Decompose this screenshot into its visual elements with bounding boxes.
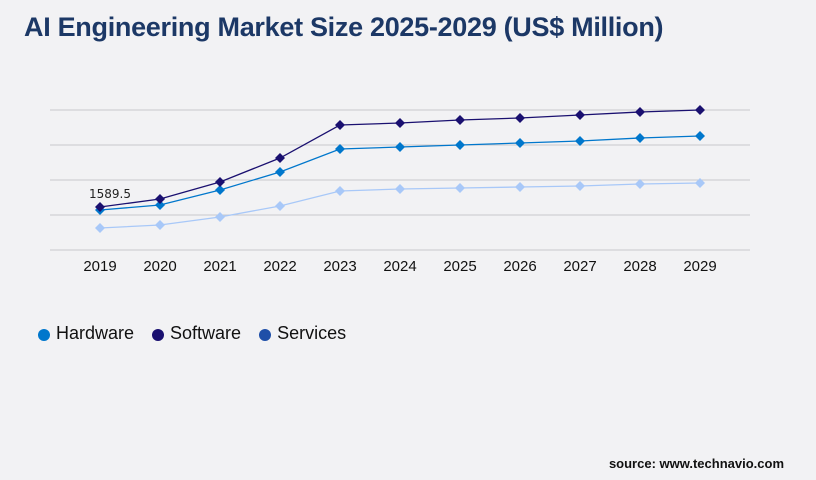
data-point-services [95,223,105,234]
line-chart: 2019 2020 2021 2022 2023 2024 2025 2026 2027 2028… [50,105,750,275]
chart-title: AI Engineering Market Size 2025-2029 (US… [24,12,664,42]
x-tick-label: 2022 [263,258,296,275]
x-tick-label: 2027 [563,258,596,275]
data-point-software [275,153,285,164]
data-point-software [635,107,645,118]
data-point-software [95,202,105,213]
legend-marker-icon [152,329,165,341]
data-point-software [515,113,525,124]
x-tick-label: 2028 [623,258,656,275]
x-tick-label: 2020 [143,258,176,275]
data-point-services [575,181,585,192]
x-tick-label: 2019 [83,258,116,275]
data-point-services [395,184,405,195]
x-tick-label: 2021 [203,258,236,275]
legend-label: Software [170,323,242,343]
data-point-services [635,179,645,190]
data-point-hardware [215,185,225,196]
data-point-services [215,212,225,223]
x-tick-label: 2026 [503,258,536,275]
data-point-services [455,183,465,194]
data-point-services [275,200,285,211]
data-point-hardware [695,130,705,141]
data-point-services [155,220,165,231]
data-point-services [695,178,705,189]
data-point-services [335,186,345,197]
data-point-hardware [275,166,285,177]
legend-item-hardware: Hardware [38,323,134,344]
x-tick-label: 2023 [323,258,356,275]
source-text: source: www.technavio.com [608,456,784,471]
data-point-software [395,118,405,129]
data-point-software [335,120,345,131]
data-point-hardware [395,142,405,153]
data-point-hardware [575,135,585,146]
legend-label: Services [277,323,347,343]
data-point-software [215,177,225,188]
data-point-software [455,115,465,126]
data-point-services [515,182,525,193]
x-tick-label: 2024 [383,258,416,275]
x-tick-label: 2025 [443,258,476,275]
data-point-hardware [155,199,165,210]
data-point-hardware [515,137,525,148]
data-label: 1589.5 [89,187,131,201]
legend-item-services: Services [259,323,346,344]
data-point-software [575,110,585,121]
legend-marker-icon [38,329,50,341]
legend-marker-icon [259,329,272,341]
legend-item-software: Software [152,323,241,344]
data-point-hardware [635,132,645,143]
legend: Hardware Software Services [38,323,346,344]
data-point-hardware [455,140,465,150]
data-point-software [155,194,165,205]
legend-label: Hardware [56,323,135,343]
data-point-software [695,105,705,115]
x-tick-label: 2029 [683,258,716,275]
data-point-hardware [335,144,345,155]
